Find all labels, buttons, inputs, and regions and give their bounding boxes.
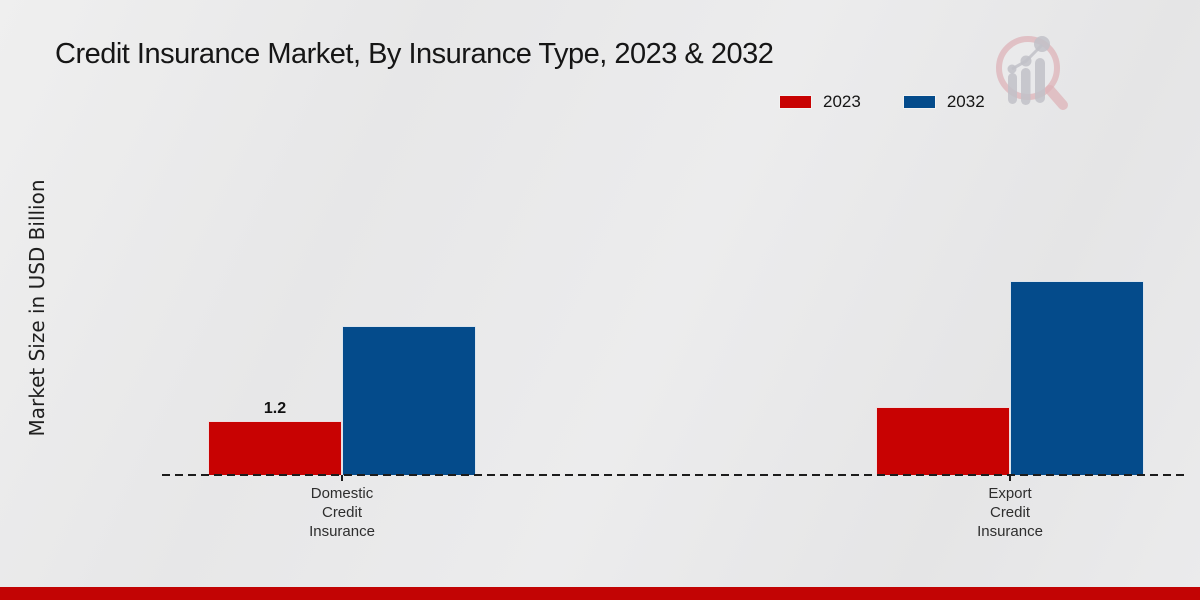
x-axis-baseline xyxy=(162,474,1185,476)
legend-item-2023: 2023 xyxy=(779,92,861,112)
x-axis-tick-domestic-credit-insurance xyxy=(341,475,343,481)
legend-label-2032: 2032 xyxy=(946,92,985,111)
legend-item-2032: 2032 xyxy=(902,92,985,112)
category-label-domestic-credit-insurance: Domestic Credit Insurance xyxy=(309,485,375,540)
legend-swatch-2032 xyxy=(902,95,936,109)
bar-2032-export-credit-insurance xyxy=(1010,281,1144,475)
bar-2032-domestic-credit-insurance xyxy=(342,326,476,475)
category-label-export-credit-insurance: Export Credit Insurance xyxy=(977,485,1043,540)
legend-swatch-2023 xyxy=(779,95,812,109)
legend-label-2023: 2023 xyxy=(823,92,861,111)
bar-2023-domestic-credit-insurance xyxy=(208,421,342,475)
footer-accent-bar xyxy=(0,587,1200,600)
chart-title: Credit Insurance Market, By Insurance Ty… xyxy=(55,38,774,70)
bar-value-label-2023-domestic-credit-insurance: 1.2 xyxy=(263,400,287,417)
bar-2023-export-credit-insurance xyxy=(876,407,1010,475)
legend: 2023 2032 xyxy=(779,92,985,112)
x-axis-tick-export-credit-insurance xyxy=(1009,475,1011,481)
